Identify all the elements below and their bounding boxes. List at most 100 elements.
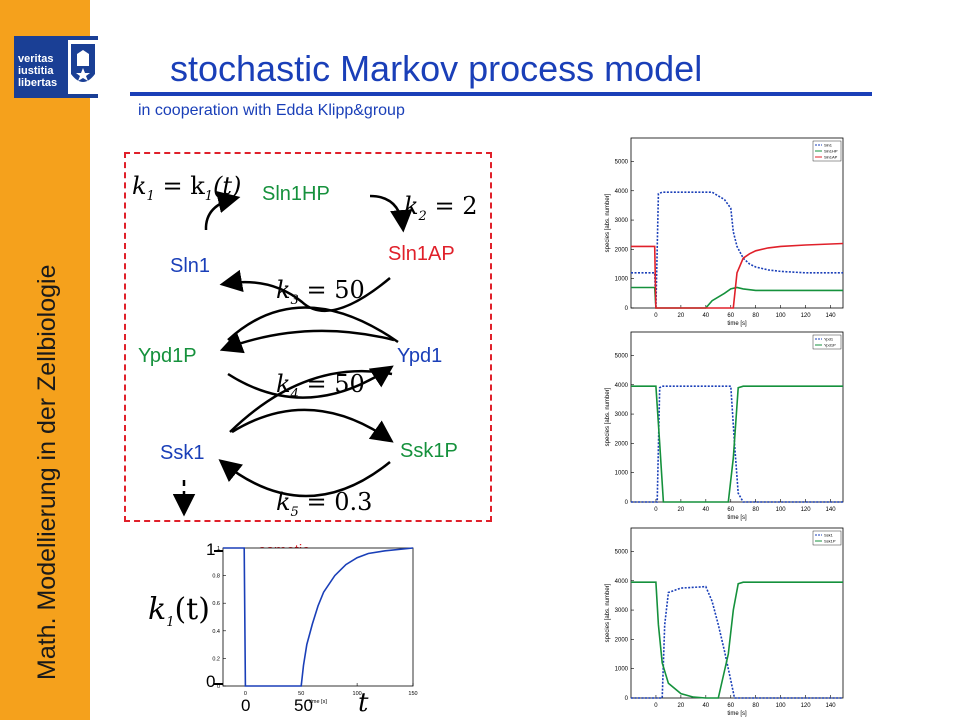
plot-frame	[630, 137, 844, 309]
y-tick-label: 0.8	[212, 574, 220, 580]
plot-frame	[630, 331, 844, 503]
y-tick-label: 3000	[615, 218, 629, 224]
series-line-Ypd1P	[631, 385, 843, 503]
x-tick-label: 50	[298, 691, 304, 697]
x-tick-label: 80	[752, 703, 759, 709]
legend-entry: Ssk1P	[824, 539, 836, 544]
university-logo: veritas iustitia libertas	[14, 36, 98, 98]
x-tick-label: 20	[678, 703, 685, 709]
y-tick-label: 0	[625, 306, 629, 312]
x-tick-label: 0	[654, 507, 658, 513]
x-tick-label: 100	[776, 507, 787, 513]
y-axis-label: species [abs. number]	[605, 193, 611, 252]
species-ypd1: Ypd1	[397, 345, 443, 367]
x-tick-label: 120	[801, 703, 812, 709]
x-tick-label: 40	[702, 507, 709, 513]
y-tick-label: 0.4	[212, 629, 220, 635]
y-tick-label: 5000	[615, 159, 629, 165]
arrow-ypd1p-sln1	[227, 306, 399, 344]
x-axis-label: time [s]	[727, 515, 747, 521]
y-tick-label: 3000	[615, 412, 629, 418]
rate-k5: k5 = 0.3	[276, 488, 373, 520]
x-tick-label: 100	[353, 691, 362, 697]
logo-motto: veritas iustitia libertas	[18, 53, 58, 89]
logo-seal-icon	[68, 40, 98, 94]
x-tick-label: 120	[801, 507, 812, 513]
x-axis-label: time [s]	[727, 711, 747, 717]
species-ssk1p: Ssk1P	[400, 440, 458, 462]
seal-icon	[71, 44, 95, 82]
arrow-k5	[218, 459, 391, 498]
y-tick-label: 4000	[615, 579, 629, 585]
series-line-Sln1AP	[631, 242, 844, 309]
arrow-ypd1p-ssk1	[229, 370, 393, 433]
k1-time-plot: 0 50 100 150 0 0.2 0.4 0.6 0.8 1 time [s]	[212, 546, 417, 705]
k1-xtick-50: 50	[294, 696, 313, 715]
x-tick-label: 100	[776, 703, 787, 709]
series-line-Ssk1P	[631, 581, 843, 699]
arrow-k2	[369, 194, 413, 233]
species-plot-1: 0 20 40 60 80 100 120 140 0 1000 2000 3000 4000 5000 t…	[605, 137, 844, 327]
x-tick-label: 140	[826, 313, 837, 319]
species-sln1ap: Sln1AP	[388, 243, 455, 265]
x-tick-label: 40	[702, 703, 709, 709]
x-tick-label: 20	[678, 313, 685, 319]
rate-k2: k2 = 2	[404, 192, 478, 224]
legend-entry: Ypd1P	[824, 343, 836, 348]
x-tick-label: 60	[727, 703, 734, 709]
species-ypd1p: Ypd1P	[138, 345, 197, 367]
x-tick-label: 100	[776, 313, 787, 319]
y-tick-label: 1000	[615, 277, 629, 283]
y-tick-label: 2000	[615, 247, 629, 253]
species-sln1: Sln1	[170, 255, 211, 277]
x-axis-label: time [s]	[727, 321, 747, 327]
y-tick-label: 0	[217, 684, 220, 690]
rate-k4: k4 = 50	[276, 370, 365, 402]
x-tick-label: 20	[678, 507, 685, 513]
y-tick-label: 1000	[615, 471, 629, 477]
plot-frame	[222, 547, 414, 687]
y-tick-label: 5000	[615, 549, 629, 555]
y-tick-label: 1000	[615, 667, 629, 673]
x-tick-label: 0	[654, 703, 658, 709]
k1-ytick-1: 1	[206, 540, 216, 559]
y-tick-label: 2000	[615, 441, 629, 447]
x-tick-label: 120	[801, 313, 812, 319]
title-underline	[130, 92, 872, 96]
y-tick-label: 5000	[615, 353, 629, 359]
y-tick-label: 0.2	[212, 656, 220, 662]
x-tick-label: 140	[826, 507, 837, 513]
series-line-Sln1	[631, 191, 843, 309]
arrow-k3	[219, 269, 391, 313]
species-sln1hp: Sln1HP	[262, 183, 330, 205]
page-title: stochastic Markov process model	[170, 48, 703, 89]
y-tick-label: 3000	[615, 608, 629, 614]
y-axis-label: species [abs. number]	[605, 583, 611, 642]
legend-box	[812, 140, 842, 162]
x-tick-label: 140	[826, 703, 837, 709]
page-subtitle: in cooperation with Edda Klipp&group	[138, 102, 405, 119]
x-axis-label: time [s]	[309, 699, 327, 705]
x-tick-label: 60	[727, 507, 734, 513]
arrow-ssk1-ssk1p	[231, 408, 394, 443]
species-plot-2: 0 20 40 60 80 100 120 140 0 1000 2000 3000 4000 5000 t…	[605, 331, 844, 521]
y-axis-label: species [abs. number]	[605, 387, 611, 446]
y-tick-label: 4000	[615, 189, 629, 195]
x-tick-label: 60	[727, 313, 734, 319]
legend-entry: Ssk1	[824, 533, 834, 538]
sidebar: veritas iustitia libertas Math. Modellie…	[0, 0, 98, 720]
y-tick-label: 1	[217, 546, 220, 552]
x-tick-label: 0	[244, 691, 247, 697]
y-tick-label: 0.6	[212, 601, 220, 607]
arrow-k1	[204, 190, 241, 231]
legend-entry: Sln1AP	[824, 155, 838, 160]
rate-k3: k3 = 50	[276, 276, 365, 308]
species-ssk1: Ssk1	[160, 442, 205, 464]
k1-ytick-0: 0	[206, 672, 216, 691]
arrow-ypd1-ypd1p	[219, 329, 395, 354]
x-tick-label: 150	[408, 691, 417, 697]
y-tick-label: 0	[625, 696, 629, 702]
